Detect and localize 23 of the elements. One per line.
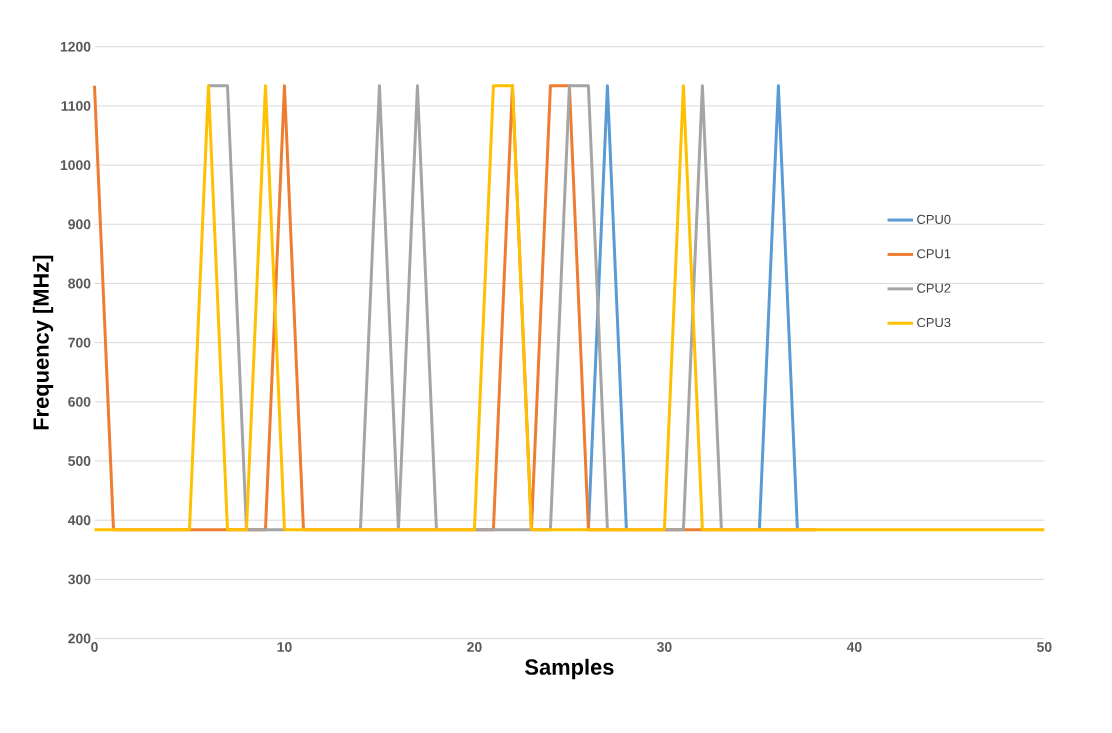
y-tick-label: 500 bbox=[68, 456, 91, 466]
x-tick-label: 10 bbox=[277, 642, 292, 652]
y-tick-label: 400 bbox=[67, 515, 91, 526]
x-tick-label: 20 bbox=[467, 642, 482, 652]
y-tick-label: 600 bbox=[68, 396, 91, 407]
y-tick-label: 1100 bbox=[61, 100, 91, 111]
y-axis-title: Frequency [MHz] bbox=[32, 255, 54, 430]
legend-label: CPU2 bbox=[917, 283, 951, 293]
y-tick-label: 900 bbox=[68, 219, 91, 230]
legend-label: CPU1 bbox=[917, 249, 951, 259]
x-tick-label: 40 bbox=[846, 642, 862, 652]
legend-label: CPU0 bbox=[917, 214, 951, 224]
x-axis-title: Samples bbox=[525, 658, 614, 680]
x-tick-label: 0 bbox=[91, 642, 98, 652]
y-tick-label: 700 bbox=[68, 337, 91, 348]
x-tick-label: 30 bbox=[656, 642, 672, 652]
legend-label: CPU3 bbox=[917, 317, 951, 328]
y-tick-label: 300 bbox=[68, 574, 91, 585]
y-tick-label: 1000 bbox=[60, 160, 91, 171]
y-tick-label: 800 bbox=[68, 278, 91, 289]
y-tick-label: 1200 bbox=[60, 41, 91, 52]
x-tick-label: 50 bbox=[1037, 642, 1052, 652]
y-tick-label: 200 bbox=[68, 633, 91, 644]
